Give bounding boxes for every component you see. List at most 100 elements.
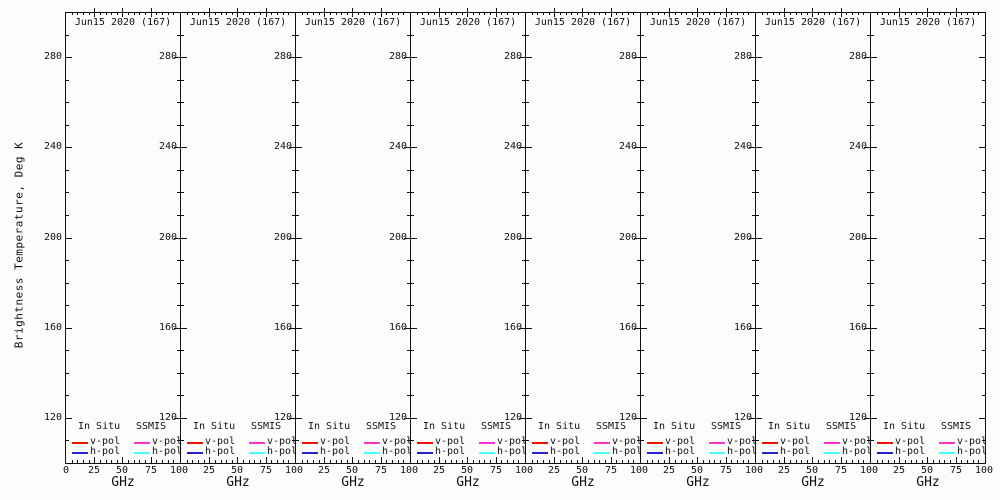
legend-entry-label: v-pol <box>205 436 236 447</box>
x-tick-mark <box>863 460 864 463</box>
y-tick-mark <box>66 125 69 126</box>
y-tick-mark <box>982 260 985 261</box>
y-tick-mark <box>177 102 180 103</box>
x-tick-mark <box>392 460 393 463</box>
x-tick-mark <box>369 13 370 15</box>
x-tick-mark <box>801 13 802 15</box>
legend-entry-label: h-pol <box>152 446 183 457</box>
plot-border <box>870 12 986 464</box>
y-tick-mark <box>982 192 985 193</box>
y-tick-label: 160 <box>733 322 752 333</box>
y-tick-mark <box>411 418 417 419</box>
x-tick-mark <box>83 13 84 15</box>
y-tick-mark <box>522 102 525 103</box>
y-tick-mark <box>871 170 874 171</box>
y-tick-mark <box>637 305 640 306</box>
legend-line-sample <box>302 442 318 444</box>
x-tick-label: 50 <box>805 465 819 476</box>
y-tick-mark <box>292 192 295 193</box>
x-tick-mark <box>669 8 670 17</box>
y-tick-mark <box>871 283 874 284</box>
x-tick-mark <box>784 8 785 17</box>
x-tick-mark <box>428 460 429 463</box>
x-tick-mark <box>790 13 791 15</box>
y-tick-mark <box>411 373 414 374</box>
x-tick-mark <box>731 460 732 463</box>
y-tick-mark <box>177 215 180 216</box>
y-tick-mark <box>296 440 299 441</box>
y-tick-mark <box>296 395 299 396</box>
x-tick-label: 75 <box>719 465 733 476</box>
y-tick-mark <box>752 283 755 284</box>
x-tick-mark <box>417 13 418 15</box>
x-tick-mark <box>313 460 314 463</box>
y-tick-mark <box>526 395 529 396</box>
y-tick-mark <box>407 350 410 351</box>
y-tick-mark <box>756 125 759 126</box>
y-tick-mark <box>526 373 529 374</box>
y-tick-mark <box>752 170 755 171</box>
x-tick-mark <box>467 457 468 463</box>
legend-line-sample <box>364 442 380 444</box>
y-tick-mark <box>867 102 870 103</box>
y-tick-mark <box>867 350 870 351</box>
y-tick-mark <box>181 305 184 306</box>
x-tick-mark <box>422 13 423 15</box>
x-tick-mark <box>554 457 555 463</box>
legend-line-sample <box>877 452 893 454</box>
legend-header: SSMIS <box>941 421 972 432</box>
y-tick-label: 280 <box>158 51 177 62</box>
x-tick-mark <box>347 460 348 463</box>
x-tick-mark <box>858 460 859 463</box>
legend-line-sample <box>939 452 955 454</box>
y-tick-mark <box>752 125 755 126</box>
panel-title: Jun15 2020 (167) <box>419 17 517 28</box>
y-tick-mark <box>871 328 877 329</box>
y-tick-mark <box>871 373 874 374</box>
x-tick-mark <box>507 13 508 15</box>
x-tick-mark <box>681 13 682 15</box>
y-tick-mark <box>982 283 985 284</box>
y-tick-mark <box>411 125 414 126</box>
y-tick-mark <box>292 283 295 284</box>
y-tick-mark <box>292 305 295 306</box>
y-tick-label: 120 <box>388 412 407 423</box>
legend-header: In Situ <box>538 421 581 432</box>
x-tick-mark <box>714 13 715 15</box>
y-tick-mark <box>289 238 295 239</box>
x-tick-mark <box>967 460 968 463</box>
y-tick-mark <box>177 125 180 126</box>
y-tick-mark <box>641 440 644 441</box>
x-tick-mark <box>658 460 659 463</box>
y-tick-mark <box>404 418 410 419</box>
y-tick-mark <box>174 57 180 58</box>
y-tick-mark <box>66 395 69 396</box>
x-tick-mark <box>652 460 653 463</box>
y-tick-mark <box>526 125 529 126</box>
x-tick-mark <box>784 457 785 463</box>
x-tick-mark <box>647 13 648 15</box>
x-tick-mark <box>122 457 123 463</box>
y-tick-mark <box>756 192 759 193</box>
x-tick-label: 50 <box>690 465 704 476</box>
legend-entry-label: v-pol <box>727 436 758 447</box>
x-tick-mark <box>927 8 928 17</box>
x-tick-label: 100 <box>169 465 189 476</box>
y-tick-mark <box>407 440 410 441</box>
y-tick-label: 120 <box>158 412 177 423</box>
y-tick-mark <box>756 418 762 419</box>
y-tick-mark <box>411 328 417 329</box>
x-tick-mark <box>490 13 491 15</box>
x-tick-mark <box>479 460 480 463</box>
x-tick-mark <box>709 460 710 463</box>
x-tick-mark <box>473 460 474 463</box>
x-tick-mark <box>566 460 567 463</box>
x-tick-mark <box>507 460 508 463</box>
y-tick-mark <box>181 350 184 351</box>
y-tick-mark <box>526 260 529 261</box>
y-tick-mark <box>864 147 870 148</box>
y-tick-mark <box>181 238 187 239</box>
x-tick-mark <box>543 13 544 15</box>
x-tick-mark <box>386 13 387 15</box>
